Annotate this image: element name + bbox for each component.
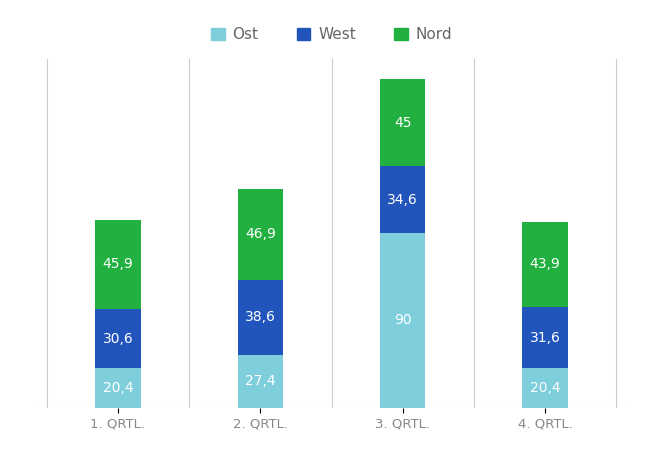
Bar xyxy=(95,309,140,368)
Bar xyxy=(237,189,283,280)
Legend: Ost, West, Nord: Ost, West, Nord xyxy=(205,21,458,48)
Text: 27,4: 27,4 xyxy=(245,374,276,388)
Bar xyxy=(237,280,283,355)
Bar xyxy=(95,368,140,408)
Text: 43,9: 43,9 xyxy=(530,257,560,271)
Bar xyxy=(380,166,426,233)
Text: 20,4: 20,4 xyxy=(103,381,133,395)
Bar xyxy=(380,233,426,408)
Text: 34,6: 34,6 xyxy=(387,193,418,207)
Text: 45,9: 45,9 xyxy=(103,257,133,271)
Text: 30,6: 30,6 xyxy=(103,332,133,346)
Text: 45: 45 xyxy=(394,116,411,130)
Text: 20,4: 20,4 xyxy=(530,381,560,395)
Bar xyxy=(380,79,426,166)
Bar xyxy=(523,307,568,368)
Bar xyxy=(523,368,568,408)
Bar xyxy=(237,355,283,408)
Bar xyxy=(95,220,140,309)
Text: 38,6: 38,6 xyxy=(245,310,276,324)
Text: 46,9: 46,9 xyxy=(245,227,276,241)
Bar xyxy=(523,222,568,307)
Text: 31,6: 31,6 xyxy=(530,331,560,345)
Text: 90: 90 xyxy=(394,313,411,328)
